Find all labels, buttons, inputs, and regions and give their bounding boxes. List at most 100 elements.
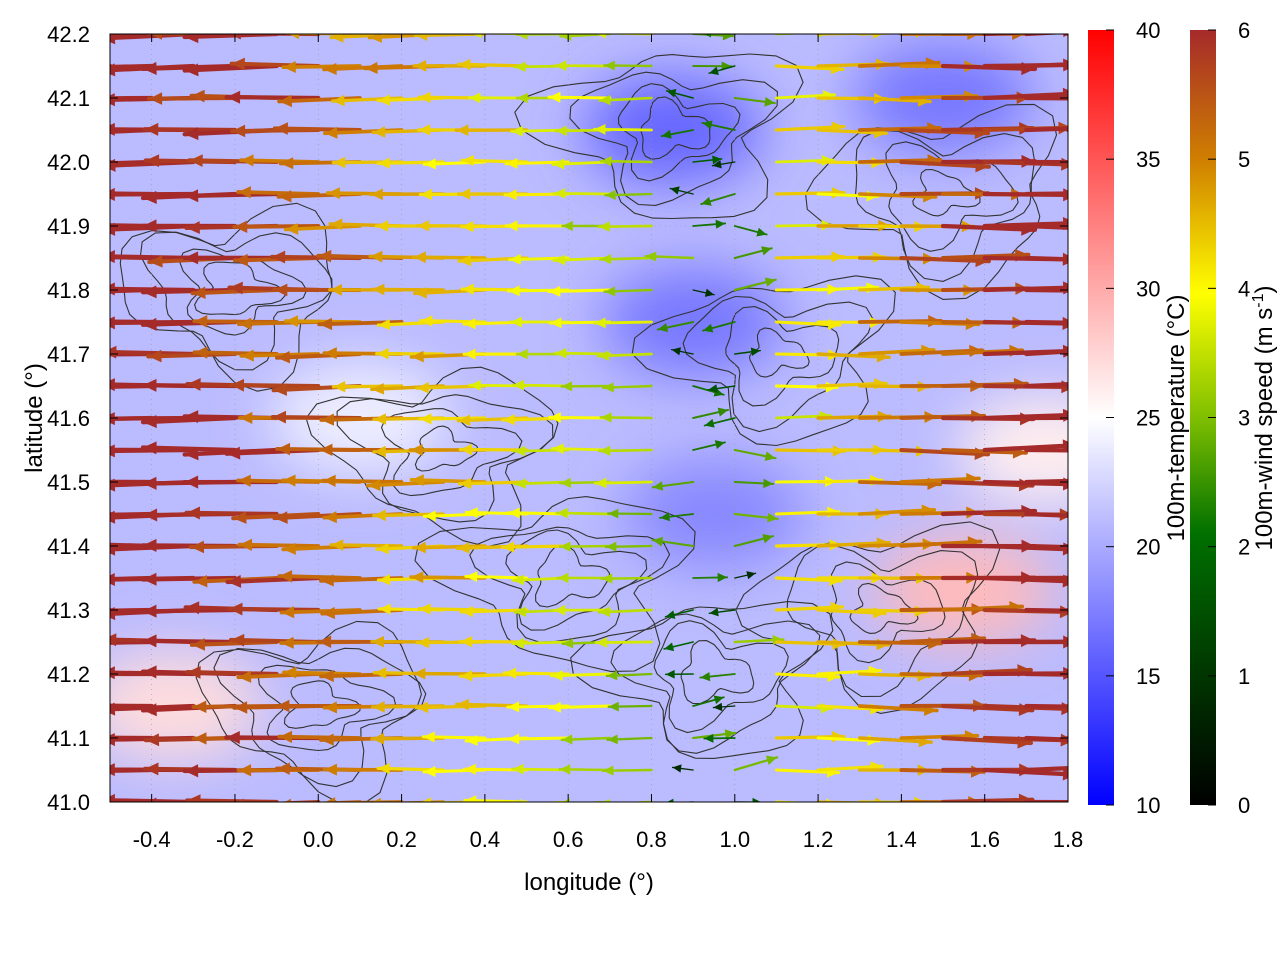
wind-vector-head: [18, 540, 32, 553]
wind-vector-head: [1146, 696, 1160, 709]
wind-vector: [1024, 447, 1068, 453]
colorbar-tick-label: 6: [1238, 18, 1250, 43]
temperature-patch: [873, 535, 1054, 646]
y-tick-label: 41.3: [47, 598, 90, 623]
wind-vector-head: [184, 410, 199, 424]
wind-vector-head: [457, 542, 470, 554]
wind-vector: [237, 542, 321, 548]
x-tick-label: -0.2: [216, 827, 254, 852]
wind-vector-head: [18, 733, 32, 746]
wind-vector-head: [370, 188, 383, 201]
wind-vector-head: [515, 606, 527, 618]
wind-vector-head: [18, 636, 32, 649]
wind-vector-head: [279, 570, 293, 583]
wind-vector-head: [143, 190, 157, 204]
plot-area: [18, 34, 1160, 802]
wind-vector-head: [191, 89, 205, 103]
wind-vector: [236, 190, 321, 196]
wind-vector-head: [230, 378, 245, 392]
wind-vector-head: [598, 350, 610, 361]
wind-vector-head: [724, 729, 736, 739]
wind-vector-head: [18, 252, 32, 265]
wind-vector-head: [60, 127, 74, 140]
wind-vector-head: [598, 221, 610, 232]
wind-vector-head: [552, 443, 564, 455]
wind-vector-head: [704, 418, 715, 428]
wind-vector-head: [285, 315, 299, 328]
wind-vector: [110, 607, 154, 613]
wind-vector-head: [110, 633, 117, 647]
wind-vector-head: [600, 253, 612, 265]
wind-vector-head: [144, 122, 159, 136]
wind-vector-head: [318, 635, 332, 648]
wind-vector-head: [272, 410, 287, 424]
wind-vector-head: [186, 221, 200, 235]
wind-vector: [1024, 543, 1068, 550]
wind-vector-head: [320, 733, 334, 746]
wind-vector-head: [1146, 220, 1160, 233]
wind-vector-head: [762, 534, 774, 544]
wind-vector: [1024, 511, 1068, 518]
wind-vector-head: [661, 129, 672, 139]
wind-vector-head: [600, 412, 612, 423]
wind-vector-head: [420, 315, 433, 327]
x-tick-label: 1.8: [1053, 827, 1084, 852]
wind-vector-head: [110, 122, 115, 136]
terrain-contour: [610, 613, 821, 754]
terrain-contour: [849, 582, 919, 634]
wind-vector-head: [509, 253, 521, 265]
wind-vector-head: [420, 188, 432, 201]
colorbar-tick-label: 0: [1238, 793, 1250, 818]
wind-vector-head: [507, 733, 520, 745]
wind-vector-head: [1146, 384, 1160, 397]
wind-vector: [142, 127, 238, 133]
wind-vector-head: [110, 666, 115, 680]
wind-vector-head: [652, 481, 664, 491]
wind-vector-head: [143, 61, 157, 75]
wind-vector-head: [419, 413, 432, 425]
wind-vector: [110, 127, 113, 133]
wind-vector-head: [142, 476, 157, 490]
wind-vector-head: [110, 93, 115, 107]
wind-vector-head: [18, 348, 32, 361]
wind-vector-head: [374, 667, 387, 679]
wind-vector-head: [466, 734, 478, 746]
wind-vector: [321, 478, 404, 484]
wind-vector-head: [712, 160, 722, 169]
wind-vectors: [18, 34, 1160, 802]
wind-vector-head: [414, 287, 428, 299]
wind-vector-head: [60, 765, 74, 778]
wind-vector-head: [1146, 313, 1160, 326]
wind-vector: [940, 735, 1034, 746]
wind-vector-head: [554, 188, 566, 199]
terrain-contour: [682, 295, 874, 433]
wind-vector-head: [645, 251, 657, 262]
wind-vector-head: [110, 316, 115, 330]
wind-vector-head: [746, 571, 756, 580]
wind-vector-head: [378, 157, 390, 169]
wind-vector-head: [323, 474, 336, 487]
wind-vector-head: [145, 762, 159, 776]
wind-vector-head: [333, 156, 346, 169]
wind-vector-head: [752, 797, 761, 802]
wind-vector-head: [288, 34, 299, 40]
wind-vector-head: [461, 605, 474, 618]
wind-vector-head: [189, 154, 203, 167]
wind-vector-head: [873, 34, 883, 39]
y-tick-label: 42.1: [47, 86, 90, 111]
wind-vector-head: [187, 377, 201, 391]
wind-vector-head: [234, 220, 248, 233]
wind-vector-head: [603, 798, 610, 802]
wind-vector-head: [1146, 93, 1160, 106]
wind-vector-head: [553, 254, 566, 266]
wind-vector-head: [1146, 603, 1160, 616]
wind-vector-head: [148, 349, 162, 363]
wind-vector-head: [241, 349, 254, 362]
wind-vector-head: [660, 512, 670, 522]
y-tick-label: 41.9: [47, 214, 90, 239]
wind-vector-head: [421, 797, 432, 802]
wind-vector-head: [510, 316, 522, 328]
wind-vector-head: [184, 447, 199, 461]
wind-vector-head: [713, 702, 723, 712]
wind-vector-head: [239, 411, 253, 424]
